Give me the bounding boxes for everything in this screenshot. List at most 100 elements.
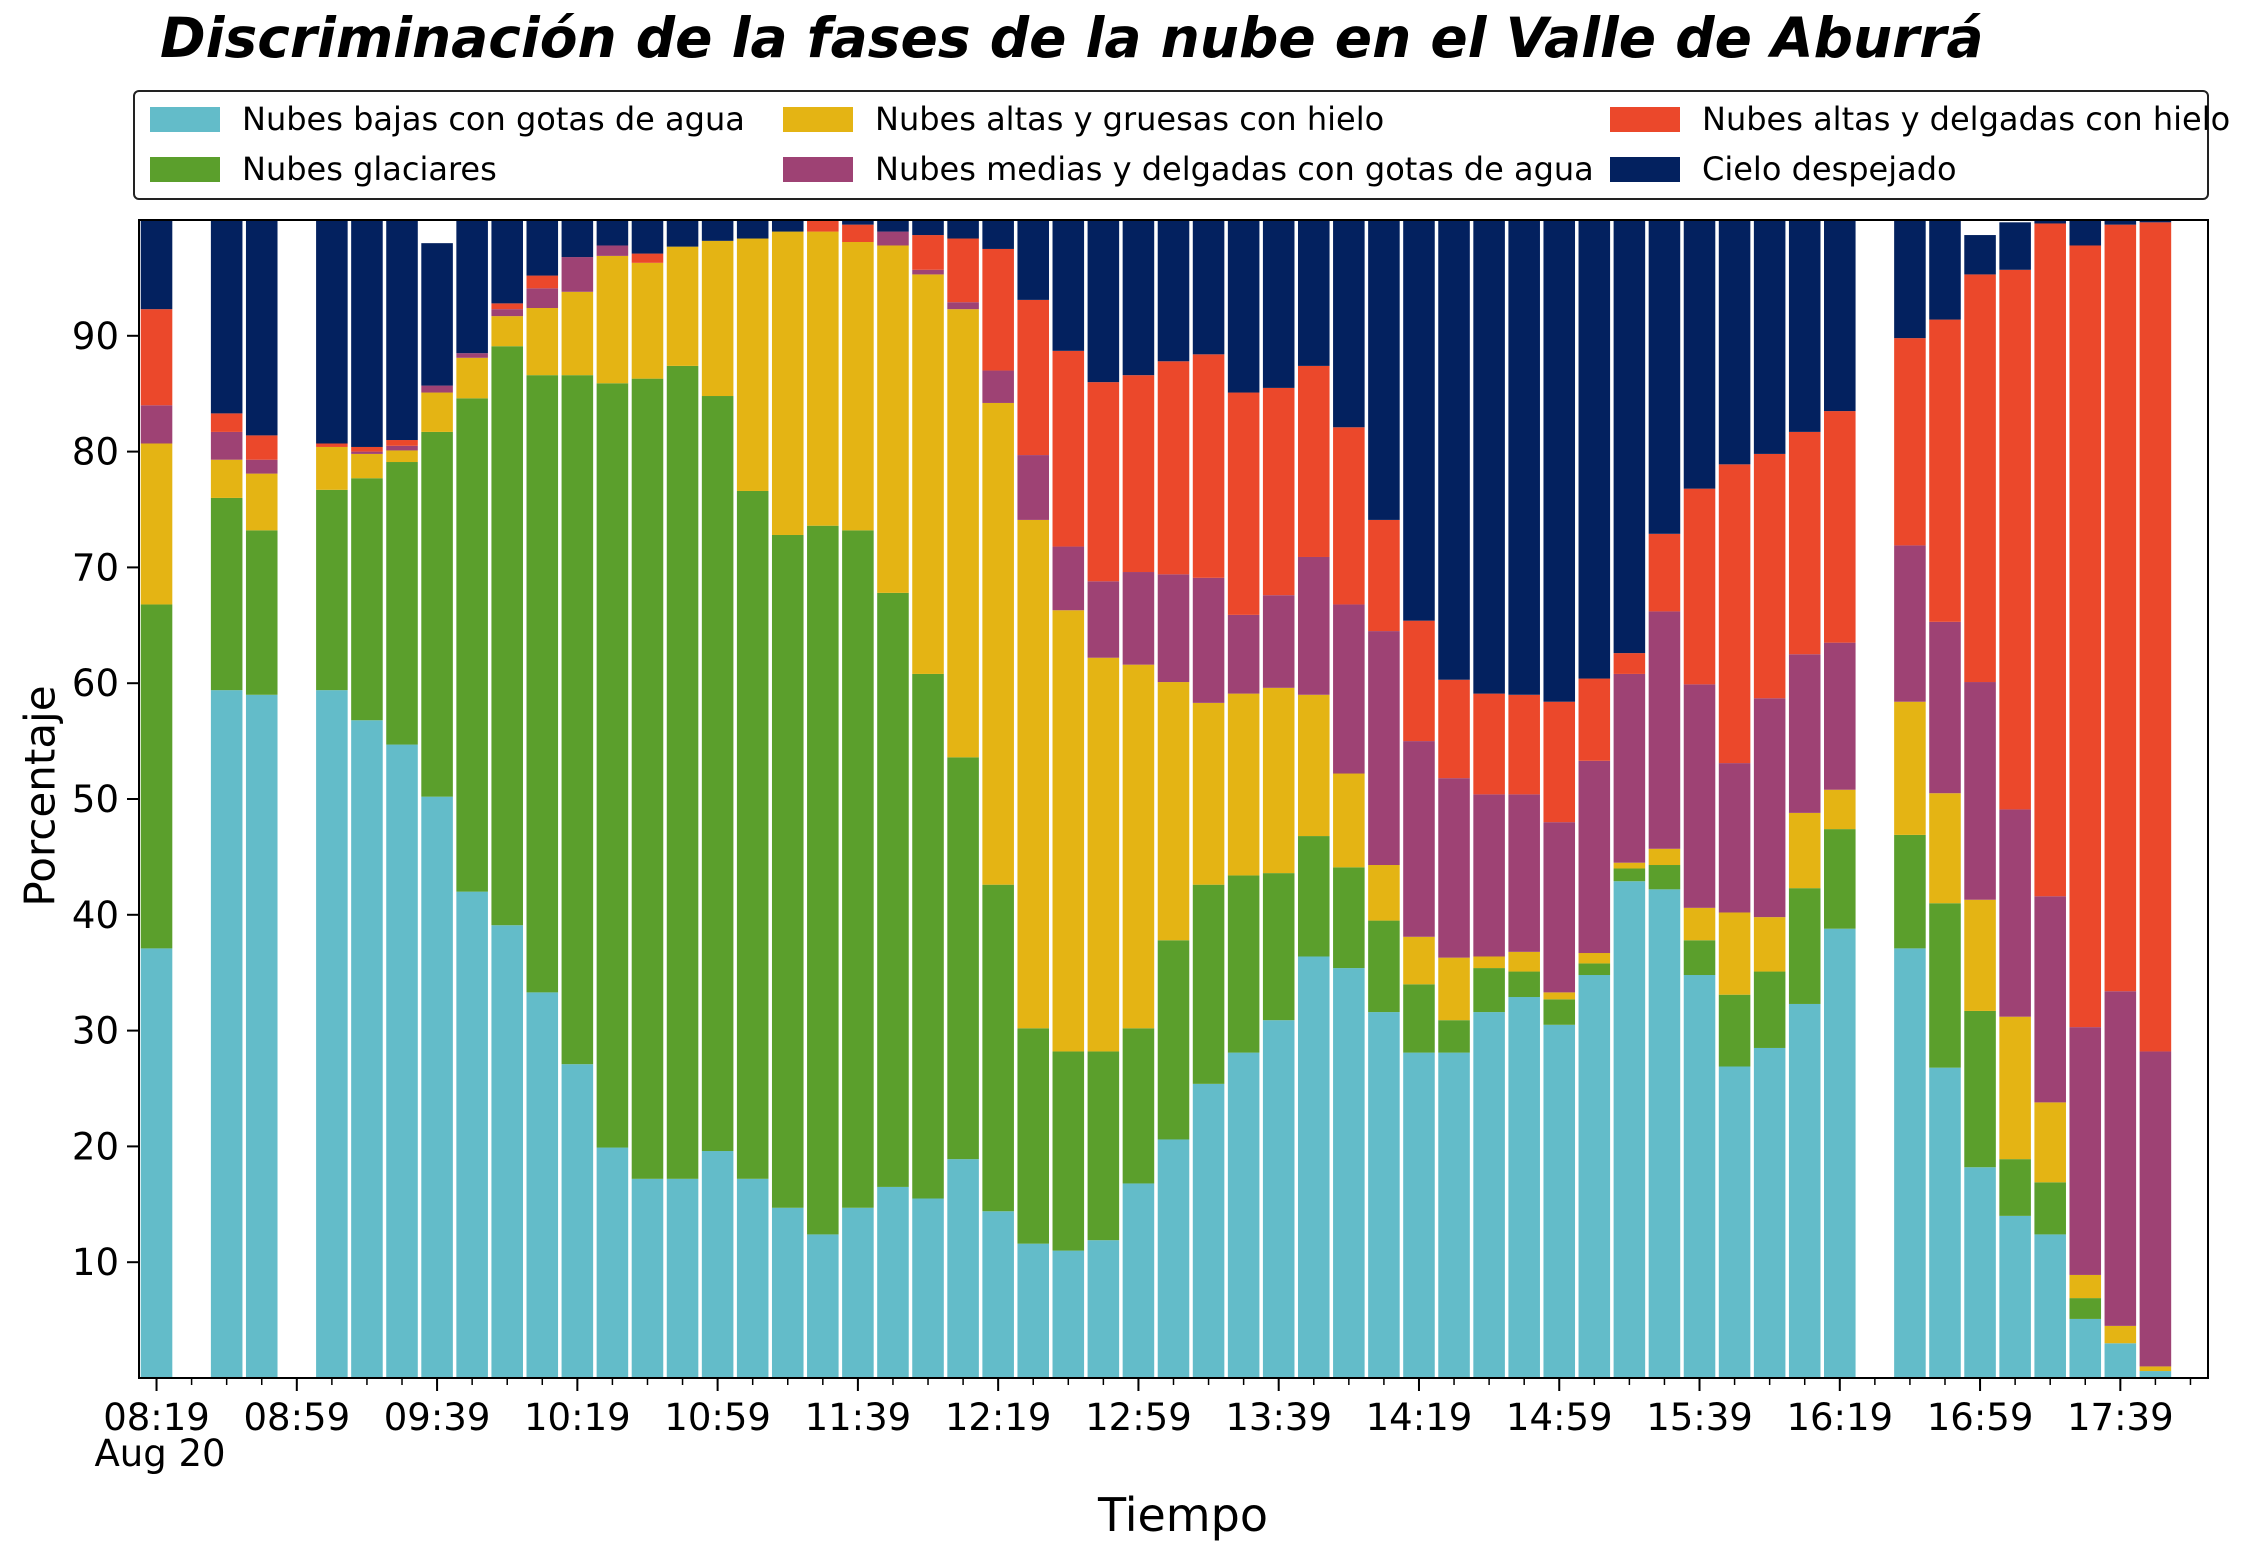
- bar-segment-4: [351, 446, 383, 452]
- bar-segment-0: [2104, 1343, 2137, 1378]
- bar-segment-4: [1964, 274, 1996, 683]
- bar-segment-1: [1578, 963, 1611, 976]
- bar-segment-0: [842, 1207, 874, 1378]
- bar-segment-5: [1157, 220, 1190, 362]
- bar-segment-5: [1052, 220, 1085, 351]
- bar-segment-5: [1894, 220, 1926, 339]
- bar-segment-0: [1333, 968, 1365, 1378]
- bar-segment-1: [1788, 888, 1821, 1004]
- bar-segment-3: [982, 370, 1014, 403]
- bar-segment-1: [1122, 1028, 1155, 1184]
- bar-segment-4: [1227, 392, 1260, 615]
- bar-segment-3: [386, 445, 418, 451]
- bar-segment-5: [1262, 220, 1295, 388]
- bar-segment-1: [1718, 994, 1751, 1067]
- bar-segment-2: [1333, 773, 1365, 868]
- bar-segment-4: [386, 440, 418, 446]
- bar-segment-4: [947, 238, 979, 303]
- bar-segment-1: [912, 673, 944, 1199]
- y-axis-label: Porcentaje: [15, 685, 65, 907]
- bar-segment-1: [877, 592, 909, 1187]
- bar-segment-4: [140, 309, 173, 406]
- legend-item: Nubes glaciares: [150, 150, 497, 188]
- bar-segment-4: [1157, 361, 1190, 575]
- bar-segment-3: [1753, 698, 1786, 918]
- bar-segment-5: [351, 220, 383, 447]
- bar-segment-2: [1438, 957, 1470, 1021]
- bar-segment-5: [1368, 220, 1400, 520]
- legend-label: Nubes bajas con gotas de agua: [242, 100, 745, 138]
- bar-segment-1: [1052, 1051, 1085, 1251]
- bar-segment-1: [1508, 971, 1540, 998]
- bar-segment-2: [316, 446, 348, 490]
- bar-segment-2: [1929, 793, 1961, 904]
- bar-segment-2: [1017, 519, 1050, 1029]
- bar-segment-5: [1438, 220, 1470, 680]
- bar-segment-3: [1894, 545, 1926, 702]
- bar-segment-3: [526, 288, 559, 309]
- x-tick-label: 13:39: [1225, 1396, 1332, 1439]
- bar-segment-2: [386, 450, 418, 463]
- bar-segment-2: [2104, 1325, 2137, 1344]
- bar-segment-3: [1788, 654, 1821, 813]
- bar-segment-0: [2069, 1318, 2102, 1378]
- bar-segment-2: [982, 402, 1014, 885]
- bar-segment-2: [351, 453, 383, 479]
- bar-segment-2: [491, 316, 523, 347]
- bar-segment-5: [491, 220, 523, 304]
- legend-swatch: [150, 106, 220, 132]
- y-tick-label: 80: [72, 431, 119, 474]
- bar-segment-4: [1017, 299, 1050, 456]
- bar-segment-3: [1578, 760, 1611, 954]
- legend-item: Nubes medias y delgadas con gotas de agu…: [783, 150, 1594, 188]
- bar-segment-0: [1368, 1012, 1400, 1378]
- bar-segment-3: [1368, 631, 1400, 866]
- bar-segment-2: [631, 262, 664, 379]
- bar-segment-2: [1648, 848, 1681, 865]
- bar-segment-0: [1052, 1250, 1085, 1378]
- bar-segment-4: [982, 248, 1014, 371]
- bar-segment-1: [140, 604, 173, 949]
- bar-segment-1: [1333, 867, 1365, 969]
- bar-segment-1: [491, 346, 523, 926]
- bar-segment-0: [140, 948, 173, 1378]
- bar-segment-0: [1543, 1024, 1576, 1378]
- bar-segment-2: [561, 291, 594, 376]
- bar-segment-0: [1192, 1083, 1225, 1378]
- bar-segment-0: [1578, 975, 1611, 1378]
- bar-segment-3: [1613, 673, 1646, 863]
- bar-segment-2: [2139, 1366, 2172, 1372]
- bar-segment-0: [1087, 1240, 1120, 1378]
- bar-segment-1: [1648, 865, 1681, 890]
- bar-segment-3: [210, 431, 243, 460]
- bar-segment-5: [1648, 220, 1681, 534]
- bar-segment-5: [982, 220, 1014, 249]
- x-tick-label: 09:39: [384, 1396, 491, 1439]
- y-tick-label: 10: [72, 1241, 119, 1284]
- bar-segment-2: [1227, 693, 1260, 876]
- x-tick-label: 12:59: [1085, 1396, 1192, 1439]
- bar-segment-2: [842, 242, 874, 531]
- bar-segment-3: [1683, 684, 1716, 908]
- bar-segment-2: [1964, 899, 1996, 1011]
- bar-segment-3: [1964, 682, 1996, 900]
- bar-segment-5: [666, 220, 699, 247]
- legend-label: Nubes medias y delgadas con gotas de agu…: [875, 150, 1594, 188]
- bar-segment-4: [1508, 694, 1540, 795]
- bar-segment-2: [1613, 862, 1646, 869]
- bar-segment-3: [1543, 822, 1576, 993]
- bar-segment-2: [877, 245, 909, 593]
- bar-segment-2: [807, 231, 839, 526]
- bar-segment-3: [912, 269, 944, 275]
- x-tick-label: 10:59: [664, 1396, 771, 1439]
- bar-segment-5: [1017, 220, 1050, 300]
- legend-swatch: [1610, 156, 1680, 182]
- bar-segment-0: [1648, 889, 1681, 1378]
- x-tick-label: 17:39: [2067, 1396, 2174, 1439]
- bar-segment-1: [1017, 1028, 1050, 1244]
- bar-segment-4: [1368, 519, 1400, 632]
- bar-segment-0: [1718, 1066, 1751, 1378]
- x-tick-label: 16:59: [1927, 1396, 2034, 1439]
- bar-segment-2: [701, 240, 734, 397]
